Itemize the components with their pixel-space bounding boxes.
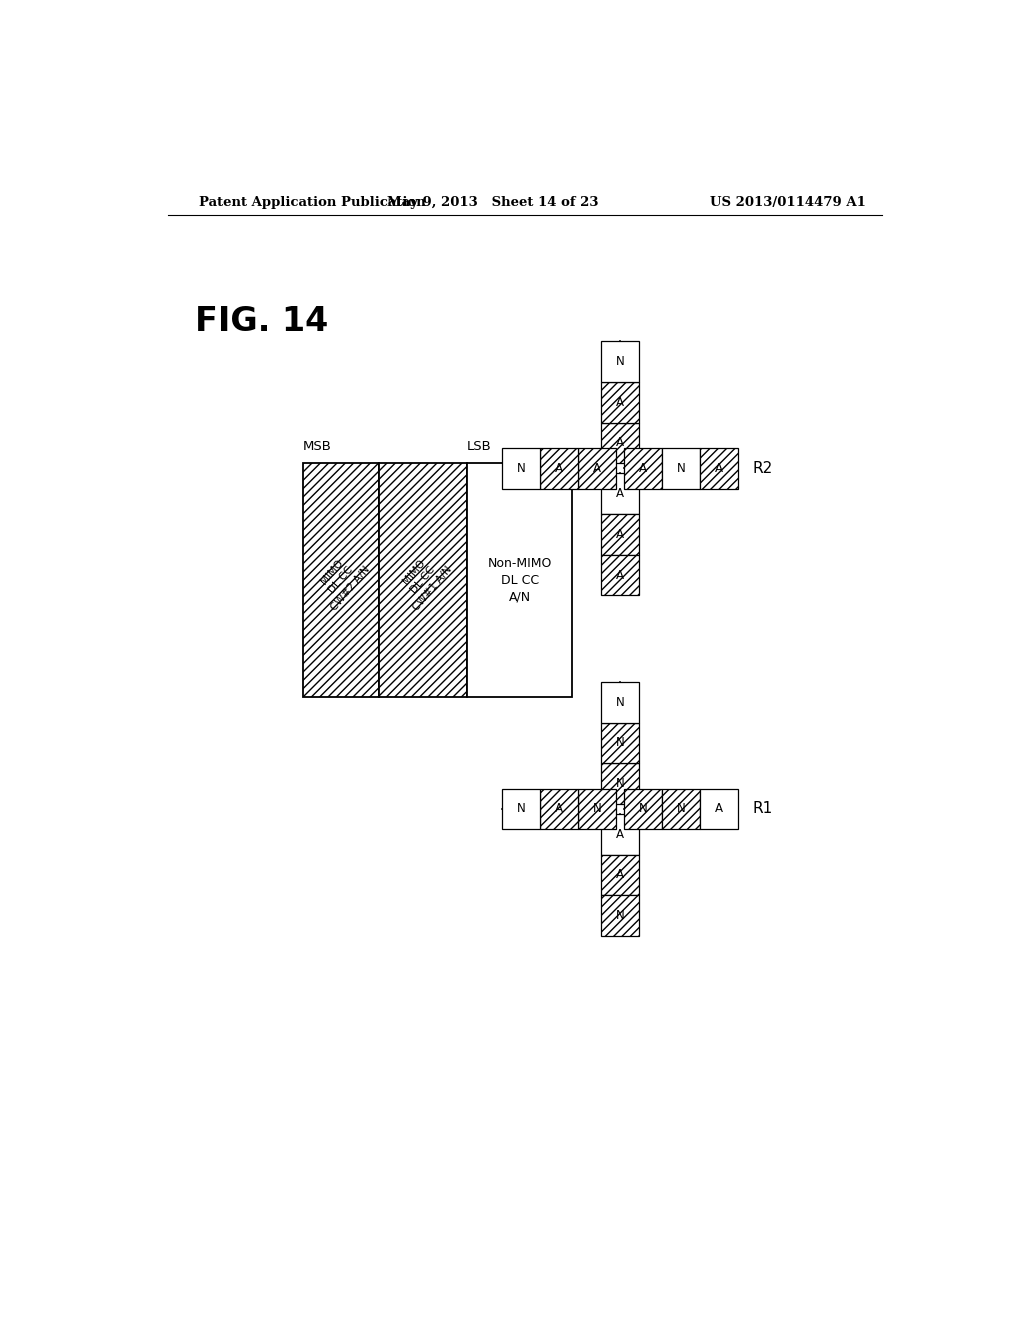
Text: A: A: [616, 828, 624, 841]
Text: A: A: [616, 487, 624, 500]
Bar: [601, 513, 639, 554]
Text: Patent Application Publication: Patent Application Publication: [200, 195, 426, 209]
Text: N: N: [516, 803, 525, 816]
Text: MIMO
DL CC
CW#2 A/N: MIMO DL CC CW#2 A/N: [310, 548, 372, 612]
Bar: [601, 895, 639, 936]
Bar: [540, 447, 578, 488]
Bar: [700, 788, 738, 829]
Bar: [601, 814, 639, 854]
Text: A: A: [555, 803, 563, 816]
Bar: [601, 682, 639, 722]
Text: N: N: [615, 909, 625, 923]
Text: N: N: [516, 462, 525, 475]
Bar: [663, 788, 700, 829]
Bar: [380, 463, 467, 697]
Text: A: A: [715, 803, 723, 816]
Bar: [601, 474, 639, 515]
Bar: [303, 463, 380, 697]
Text: May 9, 2013   Sheet 14 of 23: May 9, 2013 Sheet 14 of 23: [387, 195, 599, 209]
Bar: [540, 788, 578, 829]
Text: N: N: [677, 803, 685, 816]
Text: N: N: [593, 803, 601, 816]
Text: A: A: [639, 462, 647, 475]
Bar: [467, 463, 572, 697]
Text: N: N: [615, 696, 625, 709]
Text: R1: R1: [753, 801, 773, 816]
Bar: [601, 854, 639, 895]
Text: R2: R2: [753, 461, 773, 477]
Text: A: A: [555, 462, 563, 475]
Bar: [502, 447, 540, 488]
Text: A: A: [616, 437, 624, 450]
Text: A: A: [616, 869, 624, 882]
Text: MIMO
DL CC
CW#1 A/N: MIMO DL CC CW#1 A/N: [392, 548, 455, 612]
Text: A: A: [715, 462, 723, 475]
Bar: [663, 447, 700, 488]
Bar: [601, 554, 639, 595]
Bar: [601, 381, 639, 422]
Bar: [578, 788, 616, 829]
Text: N: N: [677, 462, 685, 475]
Bar: [624, 447, 663, 488]
Text: A: A: [616, 396, 624, 409]
Bar: [601, 422, 639, 463]
Text: FIG. 14: FIG. 14: [196, 305, 329, 338]
Bar: [624, 788, 663, 829]
Text: N: N: [615, 355, 625, 368]
Bar: [578, 447, 616, 488]
Bar: [502, 788, 540, 829]
Text: N: N: [639, 803, 647, 816]
Text: Non-MIMO
DL CC
A/N: Non-MIMO DL CC A/N: [487, 557, 552, 603]
Text: N: N: [615, 777, 625, 789]
Text: MSB: MSB: [303, 440, 332, 453]
Text: A: A: [616, 569, 624, 582]
Bar: [601, 763, 639, 804]
Bar: [601, 342, 639, 381]
Text: US 2013/0114479 A1: US 2013/0114479 A1: [711, 195, 866, 209]
Text: A: A: [616, 528, 624, 541]
Text: A: A: [593, 462, 601, 475]
Text: LSB: LSB: [467, 440, 492, 453]
Text: N: N: [615, 737, 625, 750]
Bar: [700, 447, 738, 488]
Bar: [601, 722, 639, 763]
